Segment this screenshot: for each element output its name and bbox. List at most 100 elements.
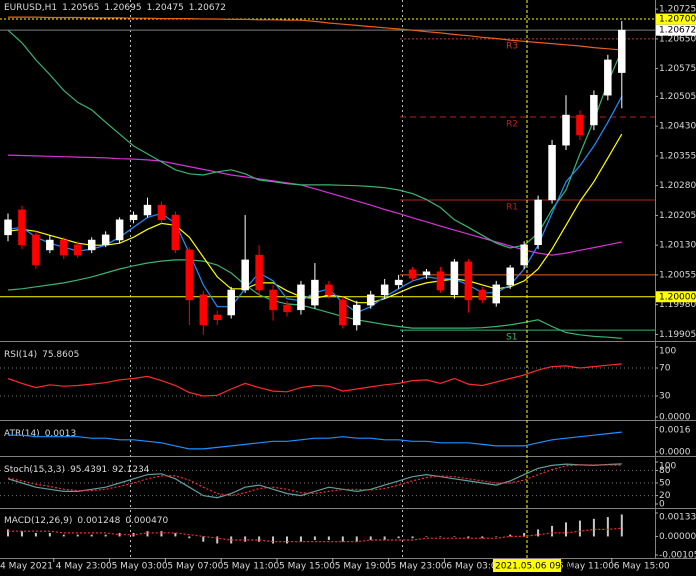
x-tick-label: 5 May 23:00 (391, 562, 447, 572)
y-tick-label: 1.19980 (659, 300, 696, 310)
candle-body (46, 239, 54, 251)
candle-body (87, 239, 96, 251)
candle-body (394, 279, 403, 286)
y-tick-label: 0.0016 (659, 426, 691, 436)
y-tick-label: 1.20725 (659, 5, 696, 15)
histogram-bar (286, 536, 288, 544)
histogram-bar (341, 536, 344, 542)
panel-header: RSI(14) 75.8605 (4, 350, 79, 360)
price-label: 1.20000 (659, 292, 696, 302)
histogram-bar (118, 532, 121, 537)
candle-body (408, 269, 417, 279)
candle-body (339, 299, 347, 326)
x-tick-label: 5 May 15:00 (279, 562, 335, 572)
y-tick-label: 100 (659, 347, 676, 357)
x-tick-label: 4 May 23:00 (56, 562, 112, 572)
crosshair-label-box (493, 559, 561, 572)
panel-title: EURUSD,H1 (4, 3, 57, 13)
indicator-line (8, 527, 622, 543)
candle-body (534, 199, 542, 246)
candle-body (325, 284, 333, 296)
histogram-bar (551, 525, 554, 537)
histogram-bar (620, 514, 623, 537)
y-tick-label: 0.001332 (659, 513, 696, 523)
panel-title: MACD(12,26,9) (4, 516, 72, 526)
histogram-bar (578, 520, 581, 537)
histogram-bar (481, 536, 484, 539)
histogram-bar (188, 536, 191, 539)
candle-body (478, 289, 487, 301)
histogram-bar (174, 532, 177, 537)
histogram-bar (495, 536, 498, 537)
candle-body (366, 294, 375, 306)
candle-body (492, 284, 500, 304)
y-tick-label: -0.001054 (659, 551, 696, 561)
candle-body (618, 29, 626, 73)
candle-body (464, 261, 473, 301)
histogram-bar (272, 536, 275, 544)
indicator-line (8, 431, 622, 450)
histogram-bar (523, 532, 526, 537)
crosshair-label: 2021.05.06 09:00 (495, 562, 576, 572)
candle-body (450, 261, 459, 296)
histogram-bar (425, 536, 428, 537)
panel-title: RSI(14) (4, 350, 37, 360)
histogram-bar (369, 536, 372, 540)
x-tick-label: 6 May 03:00 (446, 562, 502, 572)
panel-header: EURUSD,H1 1.20565 1.20695 1.20475 1.20672 (4, 3, 226, 13)
histogram-bar (592, 518, 595, 537)
y-tick-label: 1.20280 (659, 181, 696, 191)
x-tick-label: 5 May 19:00 (335, 562, 391, 572)
histogram-bar (537, 529, 540, 537)
histogram-bar (509, 534, 512, 537)
candle-body (604, 59, 612, 96)
y-tick-label: 1.20055 (659, 270, 696, 280)
y-tick-label: 1.20430 (659, 122, 696, 132)
candle-body (520, 244, 528, 266)
histogram-bar (299, 536, 302, 542)
candle-body (32, 234, 40, 266)
header-value: 92.1234 (112, 465, 149, 475)
histogram-bar (258, 536, 261, 542)
x-tick-label: 5 May 07:00 (167, 562, 223, 572)
y-tick-label: 20 (659, 491, 671, 501)
histogram-bar (20, 531, 23, 537)
candle-body (422, 271, 431, 276)
candle-body (241, 259, 249, 291)
candle-body (548, 144, 556, 201)
indicator-line (7, 463, 622, 499)
y-tick-label: 0.0000 (659, 413, 691, 423)
x-tick-label: 5 May 03:00 (112, 562, 168, 572)
pivot-label: R2 (506, 120, 518, 130)
header-value: 0.0013 (45, 429, 77, 439)
y-tick-label: 1.20505 (659, 92, 696, 102)
y-tick-label: 80 (659, 466, 671, 476)
candle-body (185, 249, 194, 301)
histogram-bar (453, 536, 456, 537)
indicator-line (7, 29, 623, 249)
candle-body (74, 244, 82, 256)
x-tick-label: 6 May 15:00 (614, 562, 670, 572)
panel-title: ATR(14) (4, 429, 40, 439)
x-tick-label: 6 May 11:00 (558, 562, 614, 572)
panel-header: Stoch(15,3,3) 95.4391 92.1234 (4, 465, 150, 475)
candle-body (436, 271, 445, 291)
y-tick-label: 1.20205 (659, 211, 696, 221)
candle-body (143, 204, 152, 216)
price-label-box (656, 24, 696, 36)
header-value: 95.4391 (70, 465, 107, 475)
candle-body (115, 219, 124, 241)
candle-body (171, 214, 180, 251)
candle-body (199, 294, 208, 326)
candle-body (576, 114, 584, 136)
panel-header: ATR(14) 0.0013 (4, 429, 76, 439)
candle-body (101, 234, 110, 246)
histogram-bar (467, 536, 470, 539)
candle-body (129, 214, 138, 221)
candle-body (297, 284, 305, 311)
indicator-line (7, 363, 622, 397)
histogram-bar (313, 536, 316, 540)
header-value: 1.20475 (147, 3, 184, 13)
candle-body (283, 304, 291, 313)
